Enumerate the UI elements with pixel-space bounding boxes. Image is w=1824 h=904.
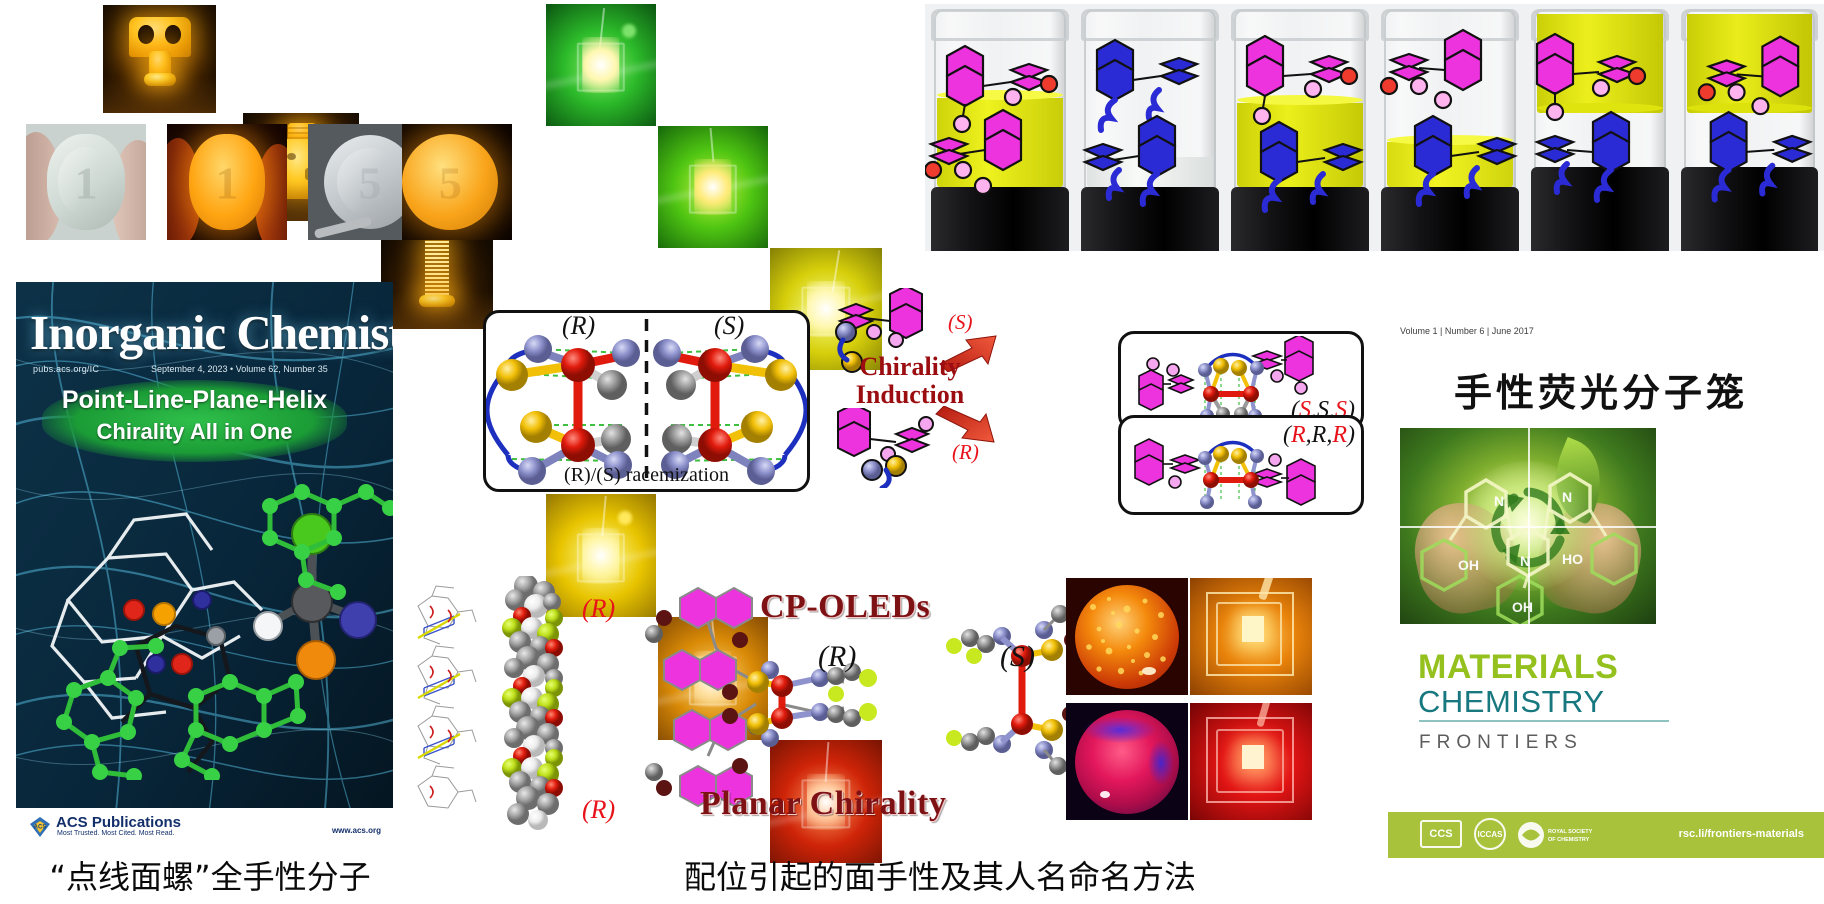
ligand-label-S: (S) xyxy=(948,310,973,334)
mcf-footer-bar: CCS ICCAS ROYAL SOCIETY OF CHEMISTRY rsc… xyxy=(1388,812,1824,858)
ligand-R-cartoon xyxy=(837,408,934,488)
arrow-induction-up-icon xyxy=(939,335,997,372)
helix-label-R-top: (R) xyxy=(582,594,616,623)
space-filling-helix xyxy=(502,576,563,830)
panel-luminescent-objects: 1 1 5 5 xyxy=(0,0,530,329)
journal-cover-materials-chemistry-frontiers: Volume 1 | Number 6 | June 2017 手性荧光分子笼 xyxy=(1378,282,1824,858)
acs-diamond-logo-icon: ACS xyxy=(30,817,50,837)
complex-label-S: (S) xyxy=(1000,640,1035,673)
chirality-induction-heading-line1: Chirality xyxy=(859,352,961,381)
svg-text:OH: OH xyxy=(1458,557,1479,573)
molecule-overlay-magenta-blue-b xyxy=(1379,28,1519,207)
headline-cp-oleds: CP-OLEDs xyxy=(760,588,931,625)
panel-device-photographs xyxy=(1066,578,1356,820)
complex-structure-R xyxy=(645,586,877,808)
racemization-label-R: (R) xyxy=(562,311,596,340)
acs-website-url: www.acs.org xyxy=(331,826,381,835)
product-SSS-structure xyxy=(1138,336,1314,423)
svg-text:N: N xyxy=(1494,493,1504,509)
oled-tile-yellow-emission xyxy=(546,494,656,617)
molecule-overlay-magenta-magenta xyxy=(925,44,1059,196)
mcf-cover-artwork: N N N OH HO OH xyxy=(1400,428,1656,624)
headline-planar-chirality: Planar Chirality xyxy=(700,785,947,822)
complex-label-R: (R) xyxy=(818,640,857,673)
acs-publications-label: ACS Publications xyxy=(56,814,182,831)
photo-red-device xyxy=(1190,703,1312,820)
cover-background-fibers xyxy=(16,282,393,848)
ligand-label-R: (R) xyxy=(952,440,979,464)
photo-coin-uv-orange: 1 xyxy=(167,124,287,240)
cover-masthead: Inorganic Chemistry xyxy=(30,305,393,360)
svg-text:OF CHEMISTRY: OF CHEMISTRY xyxy=(1548,837,1590,843)
cover-footer: ACS ACS Publications Most Trusted. Most … xyxy=(16,808,393,848)
logo-iccas-icon: ICCAS xyxy=(1474,818,1506,850)
panel-vials-strip xyxy=(925,4,1824,251)
chirality-induction-group: (S) Chirality Induction (R) xyxy=(830,288,1165,488)
molecule-overlay-magenta-blue-a xyxy=(1245,34,1365,213)
cover-title-line-2: Chirality All in One xyxy=(96,419,293,444)
cover-title-highlight xyxy=(42,380,347,462)
svg-text:N: N xyxy=(1520,553,1530,569)
mcf-footer-url: rsc.li/frontiers-materials xyxy=(1678,828,1804,840)
photo-orange-electroluminescence-disc xyxy=(1066,578,1188,695)
mcf-brand-frontiers: FRONTIERS xyxy=(1419,732,1583,753)
mcf-brand-materials: MATERIALS xyxy=(1418,648,1619,686)
panel-oled-emission-grid xyxy=(546,4,882,863)
cover-molecular-artwork xyxy=(50,484,393,780)
racemization-cluster-graphic xyxy=(486,319,807,485)
logo-ccs-icon: CCS xyxy=(1420,820,1462,848)
acs-tagline: Most Trusted. Most Cited. Most Read. xyxy=(57,830,175,837)
product-box-RRR: (R,R,R) xyxy=(1118,415,1364,515)
journal-cover-inorganic-chemistry: Inorganic Chemistry pubs.acs.org/IC Sept… xyxy=(16,282,393,848)
arrow-induction-down-icon xyxy=(935,406,995,443)
photo-red-photoluminescence-disc xyxy=(1066,703,1188,820)
caption-center: 配位引起的面手性及其人名命名方法 xyxy=(683,858,1196,896)
crystal-packing-wireframe xyxy=(417,585,477,809)
chirality-induction-heading-line2: Induction xyxy=(855,380,965,409)
racemization-caption: (R)/(S) racemization xyxy=(564,464,729,486)
cover-pubs-url: pubs.acs.org/IC xyxy=(33,364,100,374)
svg-text:HO: HO xyxy=(1562,551,1583,567)
photo-coin-daylight-white: 1 xyxy=(26,124,146,240)
vial-1 xyxy=(925,4,1075,251)
mcf-brand-chemistry: CHEMISTRY xyxy=(1418,684,1605,719)
cover-issue-line: September 4, 2023 • Volume 62, Number 35 xyxy=(151,364,328,374)
logo-royal-society-of-chemistry-icon: ROYAL SOCIETY OF CHEMISTRY xyxy=(1518,822,1593,848)
mcf-chinese-title: 手性荧光分子笼 xyxy=(1453,371,1748,415)
svg-text:ACS: ACS xyxy=(34,825,47,831)
oled-tile-green-emission-2 xyxy=(658,126,768,248)
caption-left: “点线面螺”全手性分子 xyxy=(49,858,371,896)
photo-orange-device xyxy=(1190,578,1312,695)
vial-4 xyxy=(1375,4,1525,251)
mcf-molecule-overlay: N N N OH HO OH xyxy=(1420,472,1638,624)
vial-5 xyxy=(1525,4,1675,251)
mcf-volume-line: Volume 1 | Number 6 | June 2017 xyxy=(1400,326,1534,336)
mcf-brand-rule xyxy=(1419,720,1669,722)
vial-6 xyxy=(1675,4,1824,251)
vial-3 xyxy=(1225,4,1375,251)
product-label-RRR: (R,R,R) xyxy=(1282,422,1355,448)
cover-title-line-1: Point-Line-Plane-Helix xyxy=(61,386,328,414)
molecule-overlay-blue-blue xyxy=(1081,38,1201,207)
helix-label-R-bottom: (R) xyxy=(582,795,616,824)
racemization-label-S: (S) xyxy=(714,311,745,340)
molecule-overlay-magenta-blue-d xyxy=(1697,35,1814,203)
ligand-S-cartoon xyxy=(835,288,923,373)
product-RRR-structure xyxy=(1134,438,1316,509)
svg-text:ROYAL SOCIETY: ROYAL SOCIETY xyxy=(1548,829,1593,835)
oled-tile-green-emission-1 xyxy=(546,4,656,126)
racemization-diagram-box: (R) (S) xyxy=(483,310,810,492)
photo-glowing-winder-key xyxy=(103,5,216,113)
molecule-overlay-magenta-blue-c xyxy=(1533,32,1647,203)
vial-2 xyxy=(1075,4,1225,251)
svg-text:OH: OH xyxy=(1512,599,1533,615)
oled-tile-red-emission xyxy=(770,740,882,863)
photo-coin-uv-gold: 5 xyxy=(402,124,512,240)
svg-text:N: N xyxy=(1562,489,1572,505)
